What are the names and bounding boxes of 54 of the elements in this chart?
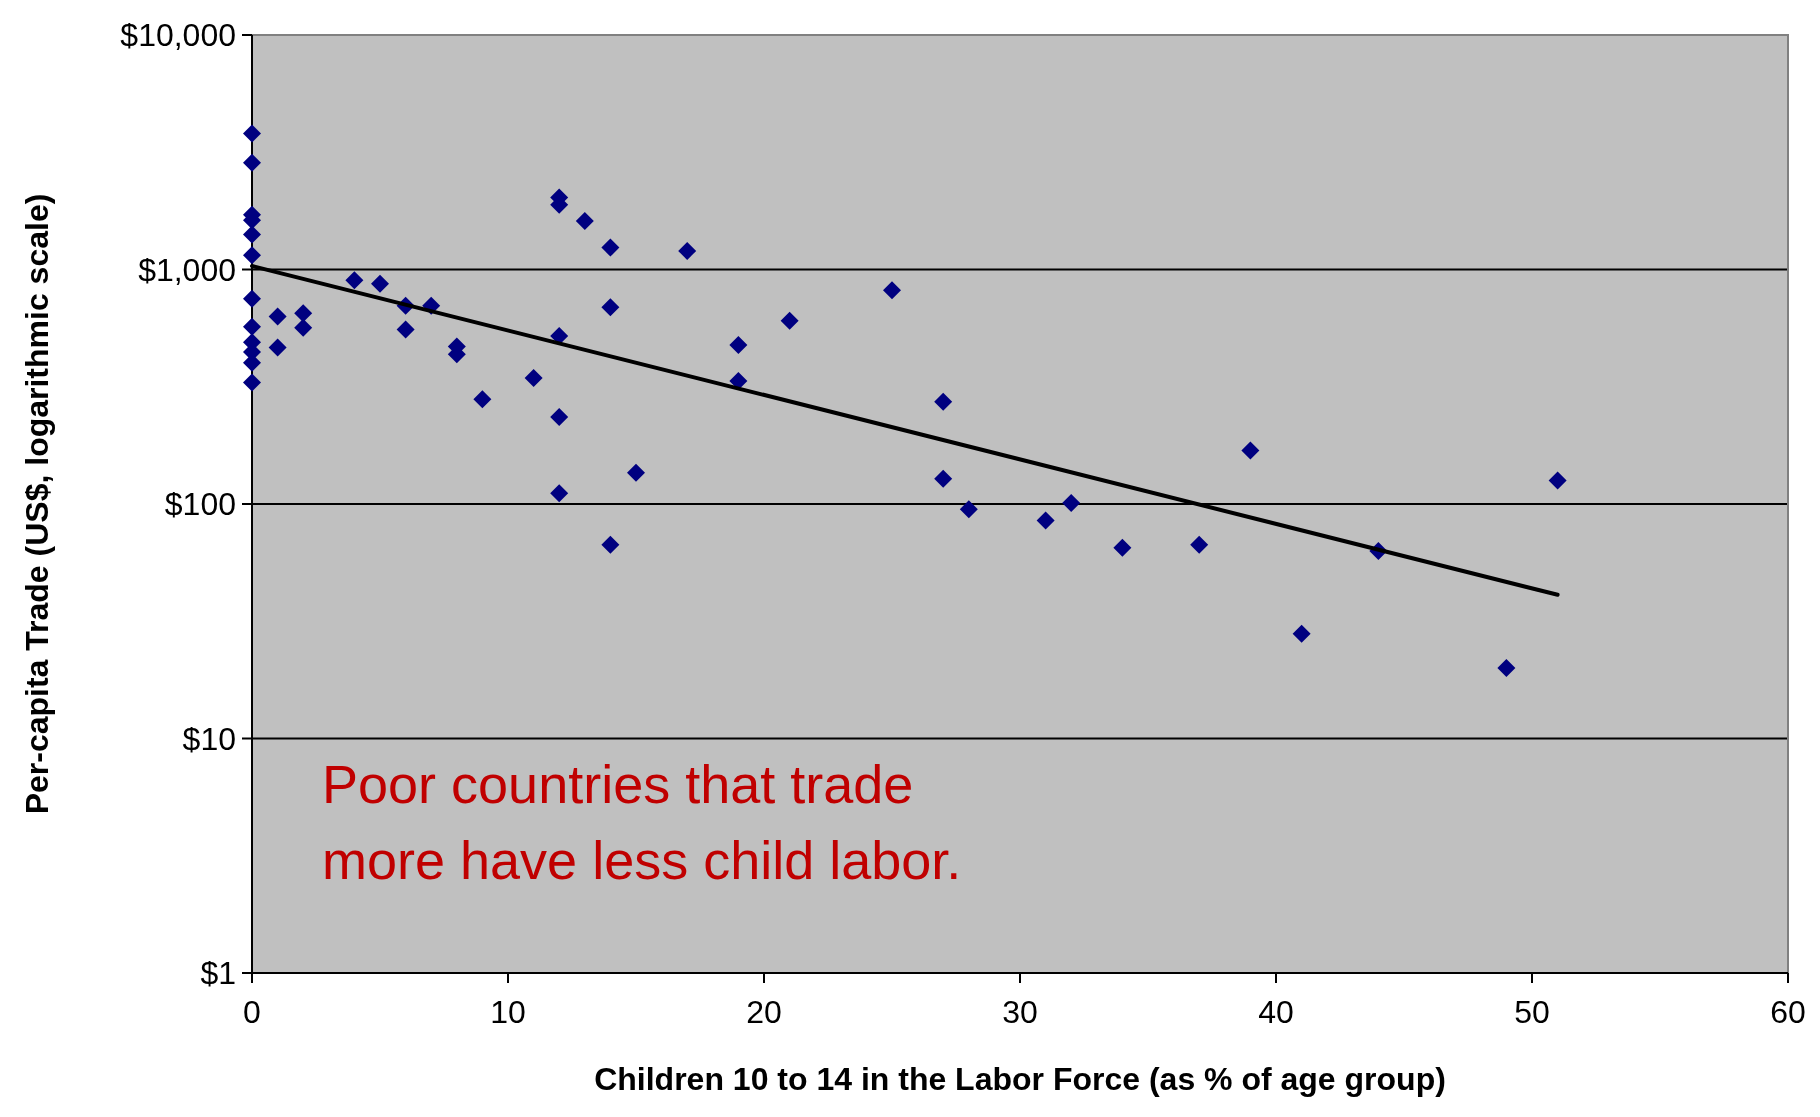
point (371, 274, 389, 293)
point (550, 484, 569, 503)
point (1190, 535, 1209, 554)
y-tick-label: $10,000 (120, 17, 236, 54)
point (243, 246, 261, 265)
point (1497, 658, 1516, 677)
y-tick-label: $1,000 (138, 251, 236, 288)
y-tick-label: $100 (164, 486, 236, 523)
point (575, 212, 594, 230)
point (1062, 493, 1081, 512)
point (1292, 624, 1311, 643)
point (601, 535, 620, 554)
x-axis-title: Children 10 to 14 in the Labor Force (as % of age group) (594, 1061, 1446, 1097)
x-tick-label: 10 (490, 994, 526, 1030)
point (243, 124, 261, 143)
x-tick-label: 40 (1258, 994, 1294, 1030)
point (396, 320, 415, 339)
point (1036, 511, 1055, 530)
x-tick-label: 60 (1770, 994, 1806, 1030)
point (243, 225, 261, 244)
point (678, 241, 697, 260)
x-tick-label: 30 (1002, 994, 1038, 1030)
y-tick-label: $1 (200, 955, 236, 992)
point (1241, 441, 1260, 460)
y-tick-label: $10 (182, 720, 236, 757)
point (243, 289, 261, 308)
point (934, 469, 953, 488)
point (268, 307, 287, 326)
point (473, 390, 492, 409)
point (345, 271, 364, 290)
x-tick-label: 20 (746, 994, 782, 1030)
x-tick-label: 0 (243, 994, 261, 1030)
point (294, 318, 313, 337)
annotation: Poor countries that trade more have less child labor. (322, 754, 962, 890)
point (268, 338, 287, 357)
point (729, 335, 748, 354)
point (243, 153, 261, 172)
point (959, 500, 978, 519)
point (1113, 538, 1132, 557)
point (627, 463, 645, 482)
point (550, 407, 569, 426)
point (524, 368, 543, 387)
point (294, 304, 313, 323)
point (934, 392, 953, 411)
point (780, 311, 799, 330)
point (1548, 471, 1567, 490)
x-tick-label: 50 (1514, 994, 1550, 1030)
point (243, 317, 261, 336)
y-axis-title: Per-capita Trade (US$, logarithmic scale) (19, 193, 55, 815)
point (601, 298, 620, 317)
point (243, 373, 261, 392)
point (601, 238, 620, 257)
point (883, 281, 901, 300)
point (729, 371, 748, 390)
